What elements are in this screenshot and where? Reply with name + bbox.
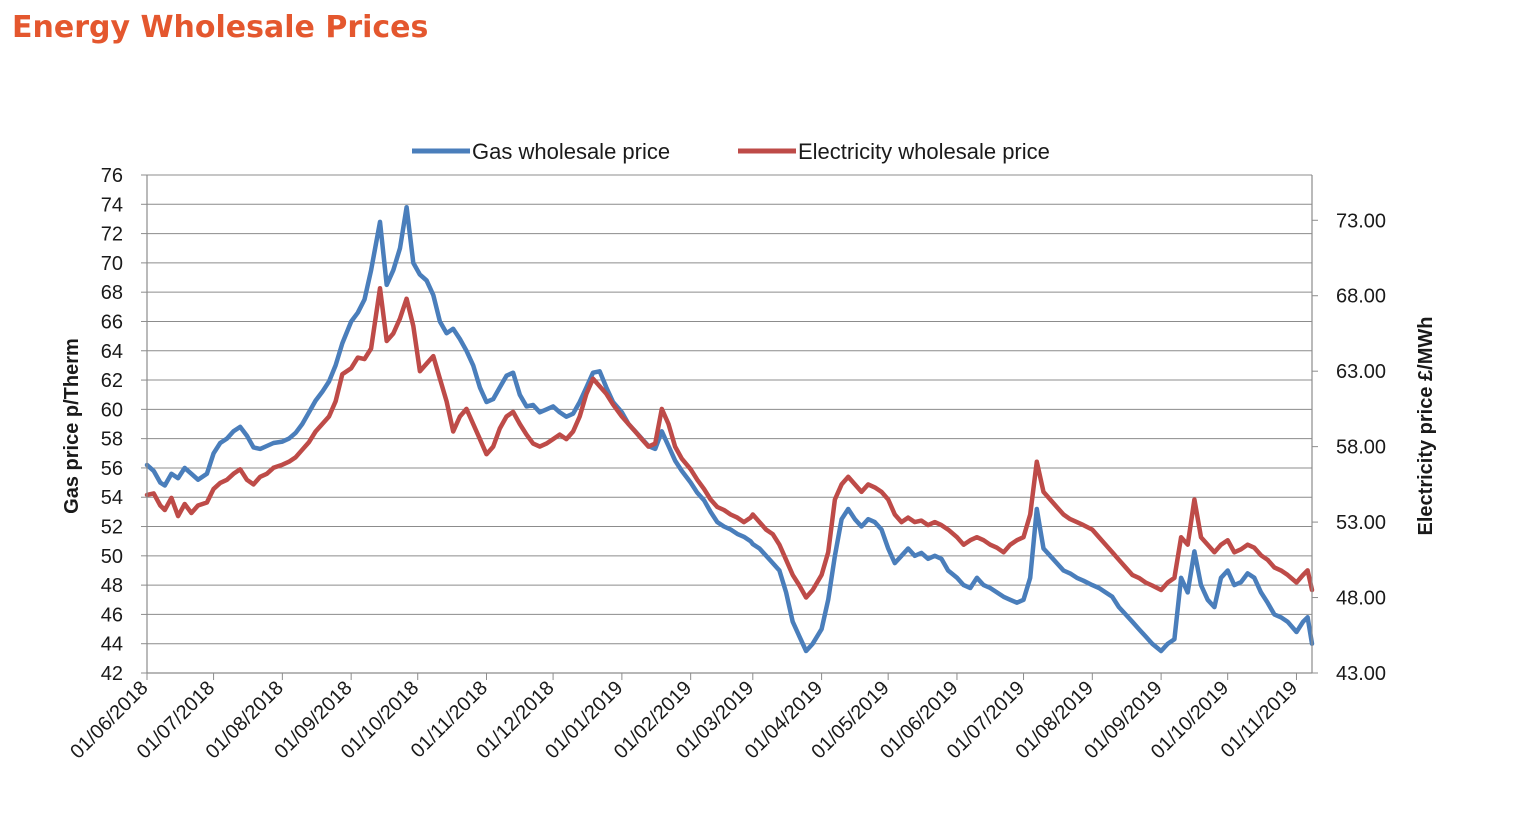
left-axis-tick-label: 74 <box>101 194 123 216</box>
right-axis-tick-label: 48.00 <box>1336 588 1386 610</box>
left-axis-tick-label: 44 <box>101 634 123 656</box>
gas-series-line <box>144 204 1315 654</box>
left-axis-tick-label: 52 <box>101 517 123 539</box>
left-axis-tick-label: 50 <box>101 546 123 568</box>
right-axis-tick-label: 43.00 <box>1336 663 1386 685</box>
page-title: Energy Wholesale Prices <box>12 10 429 45</box>
left-axis-tick-label: 66 <box>101 311 123 333</box>
axes: 42 44 46 48 50 52 54 56 58 60 62 64 66 68 70 72 74 76 43.0… <box>61 165 1437 763</box>
left-axis-tick-label: 58 <box>101 429 123 451</box>
electricity-series-line <box>144 285 1315 600</box>
left-axis-tick-label: 62 <box>101 370 123 392</box>
left-axis-tick-label: 60 <box>101 399 123 421</box>
left-axis-tick-label: 72 <box>101 224 123 246</box>
right-axis-tick-label: 73.00 <box>1336 210 1386 232</box>
left-axis-tick-label: 42 <box>101 663 123 685</box>
series-layer <box>144 204 1315 654</box>
legend: Gas wholesale price Electricity wholesale… <box>412 139 1050 164</box>
left-axis-tick-label: 56 <box>101 458 123 480</box>
left-axis-tick-label: 76 <box>101 165 123 187</box>
right-axis-tick-label: 68.00 <box>1336 286 1386 308</box>
right-axis-tick-label: 58.00 <box>1336 437 1386 459</box>
left-axis-tick-label: 68 <box>101 282 123 304</box>
left-axis-tick-label: 70 <box>101 253 123 275</box>
right-axis-tick-label: 63.00 <box>1336 361 1386 383</box>
left-axis-tick-label: 54 <box>101 487 123 509</box>
right-axis-tick-label: 53.00 <box>1336 512 1386 534</box>
legend-label: Electricity wholesale price <box>798 139 1050 164</box>
right-axis-title: Electricity price £/MWh <box>1415 317 1437 536</box>
left-axis-tick-label: 46 <box>101 604 123 626</box>
gridlines <box>147 174 1312 674</box>
left-axis-tick-label: 48 <box>101 575 123 597</box>
left-axis-tick-label: 64 <box>101 341 123 363</box>
left-axis-title: Gas price p/Therm <box>61 338 83 514</box>
legend-label: Gas wholesale price <box>472 139 670 164</box>
